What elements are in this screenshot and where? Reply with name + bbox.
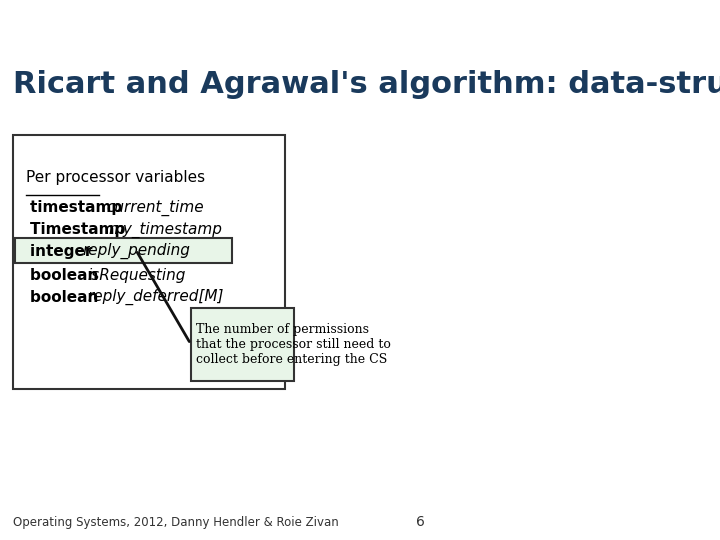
FancyBboxPatch shape <box>13 135 285 389</box>
Text: current_time: current_time <box>107 200 204 216</box>
Text: Timestamp: Timestamp <box>30 222 130 237</box>
Text: Operating Systems, 2012, Danny Hendler & Roie Zivan: Operating Systems, 2012, Danny Hendler &… <box>13 516 339 529</box>
Text: my_timestamp: my_timestamp <box>109 221 222 238</box>
FancyBboxPatch shape <box>191 308 294 381</box>
Text: 6: 6 <box>416 515 426 529</box>
Text: Per processor variables: Per processor variables <box>27 170 205 185</box>
Text: timestamp: timestamp <box>30 200 127 215</box>
Text: reply_pending: reply_pending <box>83 243 191 259</box>
Text: The number of permissions
that the processor still need to
collect before enteri: The number of permissions that the proce… <box>196 323 391 366</box>
Text: boolean: boolean <box>30 268 104 283</box>
Text: reply_deferred[M]: reply_deferred[M] <box>88 289 224 305</box>
Text: boolean: boolean <box>30 289 104 305</box>
Text: isRequesting: isRequesting <box>88 268 186 283</box>
Text: integer: integer <box>30 244 97 259</box>
FancyBboxPatch shape <box>15 238 233 263</box>
Text: Ricart and Agrawal's algorithm: data-structures: Ricart and Agrawal's algorithm: data-str… <box>13 70 720 99</box>
